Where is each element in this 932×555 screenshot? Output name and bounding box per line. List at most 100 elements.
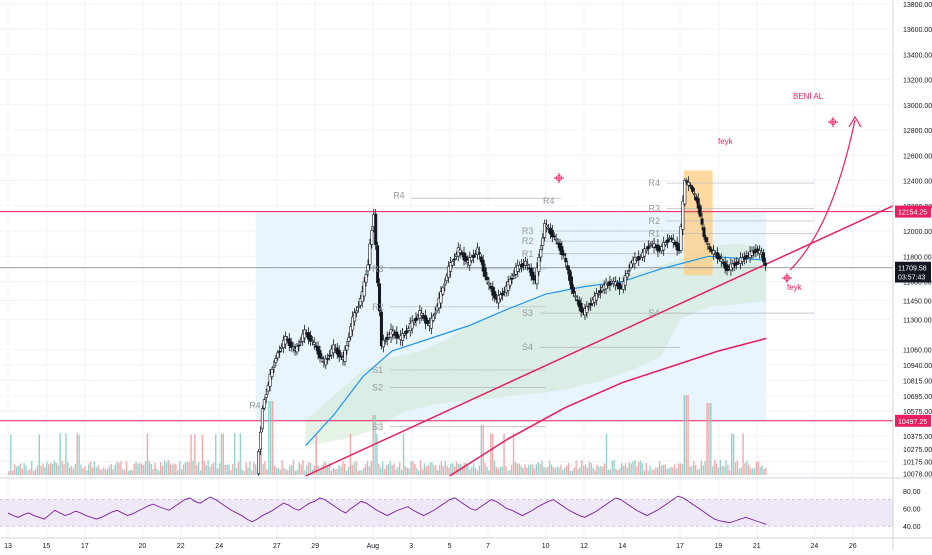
volume-bar	[161, 465, 164, 475]
volume-bar	[685, 395, 687, 475]
volume-bar	[603, 463, 606, 475]
candle-body	[539, 249, 543, 258]
volume-bar	[264, 461, 266, 475]
price-tag-label: 03:57:43	[898, 275, 925, 282]
price-axis-tick: 10695.00	[903, 394, 932, 401]
volume-bar	[395, 469, 397, 475]
volume-bar	[683, 395, 685, 475]
volume-bar	[370, 461, 372, 475]
volume-bar	[509, 470, 511, 475]
candle-body	[531, 271, 535, 280]
volume-bar	[76, 433, 78, 475]
candle-body	[762, 252, 766, 263]
candle-body	[424, 315, 428, 324]
candle-body	[354, 310, 358, 314]
price-axis-tick: 13400.00	[903, 52, 932, 59]
volume-bar	[687, 395, 689, 475]
volume-bar	[463, 462, 465, 475]
volume-bar	[328, 462, 331, 475]
volume-bar	[448, 467, 450, 475]
volume-bar	[575, 460, 577, 475]
candle-body	[525, 263, 529, 266]
candle-body	[633, 257, 637, 265]
volume-bar	[86, 470, 88, 475]
volume-bar	[91, 467, 94, 475]
volume-bar	[611, 460, 613, 475]
candle-body	[690, 186, 694, 192]
candle-body	[262, 399, 266, 409]
volume-bar	[277, 468, 280, 475]
volume-bar	[742, 433, 744, 475]
volume-bar	[645, 462, 648, 475]
volume-bar	[273, 465, 276, 475]
volume-bar	[647, 470, 649, 475]
volume-bar	[706, 403, 708, 475]
volume-bar	[643, 470, 646, 475]
pivot-label: R4	[649, 178, 661, 188]
candle-body	[401, 333, 405, 341]
candle-body	[512, 274, 516, 276]
volume-bar	[325, 462, 327, 475]
volume-bar	[617, 470, 619, 475]
candle-body	[669, 237, 673, 240]
candle-body	[568, 269, 572, 281]
volume-bar	[72, 468, 75, 475]
volume-bar	[503, 433, 505, 475]
candle-body	[477, 252, 481, 255]
volume-bar	[731, 433, 733, 475]
price-axis-tick: 13800.00	[903, 2, 932, 9]
volume-bar	[461, 466, 464, 475]
volume-bar	[180, 469, 183, 475]
volume-bar	[344, 463, 346, 475]
volume-bar	[51, 464, 54, 475]
candle-body	[537, 257, 541, 272]
volume-bar	[385, 465, 388, 475]
candle-body	[366, 264, 370, 272]
candle-body	[700, 218, 704, 225]
time-axis-tick: 5	[448, 543, 452, 550]
volume-bar	[622, 466, 625, 475]
volume-bar	[351, 465, 354, 475]
candle-body	[420, 312, 424, 316]
candle-body	[510, 277, 514, 280]
volume-bar	[142, 465, 145, 475]
candle-body	[671, 239, 675, 243]
volume-bar	[546, 466, 549, 475]
volume-bar	[759, 466, 761, 475]
candle-body	[500, 292, 504, 296]
candle-body	[543, 223, 547, 238]
volume-bar	[558, 467, 560, 475]
volume-bar	[446, 465, 448, 475]
volume-bar	[230, 469, 232, 475]
candle-body	[629, 262, 633, 268]
candle-body	[450, 260, 454, 266]
volume-bar	[493, 460, 496, 475]
volume-bar	[220, 433, 223, 475]
candle-body	[715, 252, 719, 259]
volume-bar	[761, 465, 763, 475]
price-tag-label: 11709.58	[898, 266, 927, 273]
volume-bar	[201, 434, 204, 475]
volume-bar	[491, 433, 494, 475]
candle-body	[376, 245, 380, 284]
volume-bar	[399, 462, 401, 475]
trend-line	[305, 205, 894, 477]
volume-bar	[672, 467, 674, 475]
pivot-label: R2	[649, 216, 661, 226]
volume-bar	[628, 462, 630, 475]
volume-bar	[120, 461, 122, 475]
volume-bar	[757, 461, 759, 475]
volume-bar	[237, 461, 240, 475]
time-axis-tick: 22	[177, 543, 185, 550]
candle-body	[564, 258, 568, 263]
candle-body	[464, 256, 468, 262]
volume-bar	[577, 469, 579, 475]
candle-body	[289, 341, 293, 348]
volume-bar	[436, 470, 439, 475]
volume-bar	[641, 462, 644, 475]
volume-bar	[715, 463, 718, 475]
volume-bar	[21, 469, 23, 475]
price-axis-tick: 10815.00	[903, 379, 932, 386]
candle-body	[429, 317, 433, 329]
volume-bar	[400, 469, 403, 475]
